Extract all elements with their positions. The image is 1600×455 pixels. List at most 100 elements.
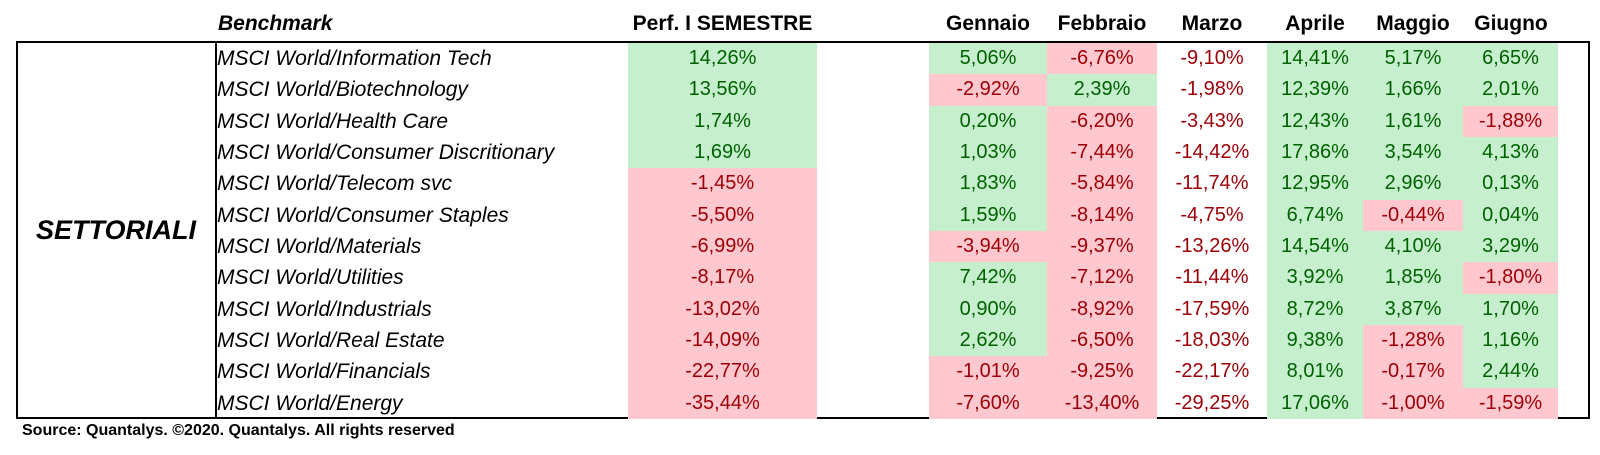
table-row: MSCI World/Utilities -8,17% 7,42% -7,12% -11… (217, 262, 1588, 294)
month-value: 2,01% (1463, 74, 1558, 106)
semester-value: -22,77% (628, 356, 817, 388)
month-value: 6,65% (1463, 43, 1558, 75)
month-value: -1,98% (1180, 78, 1244, 101)
month-value: 5,06% (929, 43, 1047, 75)
month-value: 3,87% (1363, 293, 1463, 325)
month-value: -9,10% (1180, 47, 1244, 69)
month-value: -5,84% (1047, 168, 1157, 200)
month-value: 0,90% (929, 293, 1047, 325)
month-header-aprile: Aprile (1285, 12, 1345, 35)
month-value: 1,59% (929, 199, 1047, 231)
semester-value: -14,09% (628, 324, 817, 357)
month-value: 0,20% (929, 105, 1047, 137)
benchmark-name: MSCI World/Consumer Discritionary (217, 140, 555, 164)
month-value: -8,92% (1047, 293, 1157, 325)
month-value: -2,92% (929, 74, 1047, 106)
month-value: -17,59% (1174, 297, 1250, 320)
month-value: 12,95% (1267, 168, 1363, 200)
month-value: 3,29% (1463, 230, 1558, 263)
month-value: -0,44% (1363, 199, 1463, 231)
month-value: -7,44% (1047, 136, 1157, 169)
table-row: MSCI World/Health Care 1,74% 0,20% -6,20% -3… (217, 105, 1588, 137)
benchmark-name: MSCI World/Industrials (217, 297, 432, 321)
table-row: MSCI World/Materials -6,99% -3,94% -9,37% -1… (217, 230, 1588, 263)
month-header-maggio: Maggio (1376, 12, 1450, 35)
month-value: 5,17% (1363, 43, 1463, 75)
semester-value: -8,17% (628, 262, 817, 294)
month-value: 17,06% (1267, 387, 1363, 419)
month-value: 8,01% (1267, 356, 1363, 388)
month-value: -6,20% (1047, 105, 1157, 137)
month-value: 1,66% (1363, 74, 1463, 106)
semester-value: 1,69% (628, 136, 817, 169)
month-value: 6,74% (1267, 199, 1363, 231)
table-row: MSCI World/Energy -35,44% -7,60% -13,40% -29… (217, 387, 1588, 419)
month-value: -29,25% (1174, 391, 1250, 414)
table-row: MSCI World/Consumer Staples -5,50% 1,59% -8… (217, 199, 1588, 231)
month-value: 2,96% (1363, 168, 1463, 200)
month-value: -14,42% (1174, 140, 1250, 163)
month-value: -1,00% (1363, 387, 1463, 419)
month-value: 3,92% (1267, 262, 1363, 294)
benchmark-name: MSCI World/Consumer Staples (217, 203, 509, 227)
month-value: -11,44% (1175, 266, 1249, 289)
month-value: 0,13% (1463, 168, 1558, 200)
month-header-giugno: Giugno (1474, 12, 1548, 35)
month-value: -3,94% (929, 230, 1047, 263)
month-value: -7,12% (1047, 262, 1157, 294)
semester-value: -5,50% (628, 199, 817, 231)
month-header-febbraio: Febbraio (1057, 12, 1147, 35)
month-value: 12,39% (1267, 74, 1363, 106)
month-value: -1,80% (1463, 262, 1558, 294)
benchmark-name: MSCI World/Telecom svc (217, 172, 452, 196)
benchmark-name: MSCI World/Energy (217, 391, 403, 415)
month-header-marzo: Marzo (1181, 12, 1243, 35)
semester-value: 1,74% (628, 105, 817, 137)
month-value: 2,62% (929, 324, 1047, 357)
month-value: -22,17% (1174, 360, 1250, 383)
table-row: MSCI World/Real Estate -14,09% 2,62% -6,50%… (217, 324, 1588, 357)
month-value: 1,61% (1363, 105, 1463, 137)
month-value: 1,03% (929, 136, 1047, 169)
source-note: Source: Quantalys. ©2020. Quantalys. All… (22, 422, 455, 439)
month-value: 4,10% (1363, 230, 1463, 263)
month-value: -1,28% (1363, 324, 1463, 357)
month-header-gennaio: Gennaio (945, 12, 1030, 35)
month-value: 7,42% (929, 262, 1047, 294)
table-row: MSCI World/Consumer Discritionary 1,69% 1,… (217, 136, 1588, 169)
month-value: -9,25% (1047, 356, 1157, 388)
month-value: 8,72% (1267, 293, 1363, 325)
month-value: 1,70% (1463, 293, 1558, 325)
month-value: 1,16% (1463, 324, 1558, 357)
column-divider (215, 41, 217, 419)
benchmark-name: MSCI World/Health Care (217, 109, 449, 133)
benchmark-header: Benchmark (218, 12, 333, 35)
benchmark-name: MSCI World/Materials (217, 234, 422, 258)
month-value: 14,54% (1267, 230, 1363, 263)
semester-value: -6,99% (628, 230, 817, 263)
month-value: -11,74% (1175, 172, 1249, 195)
benchmark-name: MSCI World/Information Tech (217, 47, 492, 70)
month-value: -1,01% (929, 356, 1047, 388)
group-label: SETTORIALI (35, 214, 196, 245)
benchmark-name: MSCI World/Financials (217, 360, 431, 384)
month-value: 0,04% (1463, 199, 1558, 231)
month-value: -1,59% (1463, 387, 1558, 419)
benchmark-name: MSCI World/Real Estate (217, 328, 445, 352)
table-row: MSCI World/Biotechnology 13,56% -2,92% 2,39… (217, 74, 1588, 106)
month-value: -6,50% (1047, 324, 1157, 357)
semester-value: 13,56% (628, 74, 817, 106)
table-row: MSCI World/Information Tech 14,26% 5,06% -6… (217, 43, 1588, 75)
month-value: -7,60% (929, 387, 1047, 419)
month-value: -3,43% (1180, 109, 1244, 132)
semester-value: -35,44% (628, 387, 817, 419)
semester-value: 14,26% (628, 43, 817, 75)
month-value: -0,17% (1363, 356, 1463, 388)
month-value: -1,88% (1463, 105, 1558, 137)
month-value: 2,44% (1463, 356, 1558, 388)
month-value: -6,76% (1047, 43, 1157, 75)
semester-value: -1,45% (628, 168, 817, 200)
month-value: -13,26% (1174, 234, 1250, 257)
table-row: MSCI World/Financials -22,77% -1,01% -9,25%… (217, 356, 1588, 388)
month-value: 17,86% (1267, 136, 1363, 169)
